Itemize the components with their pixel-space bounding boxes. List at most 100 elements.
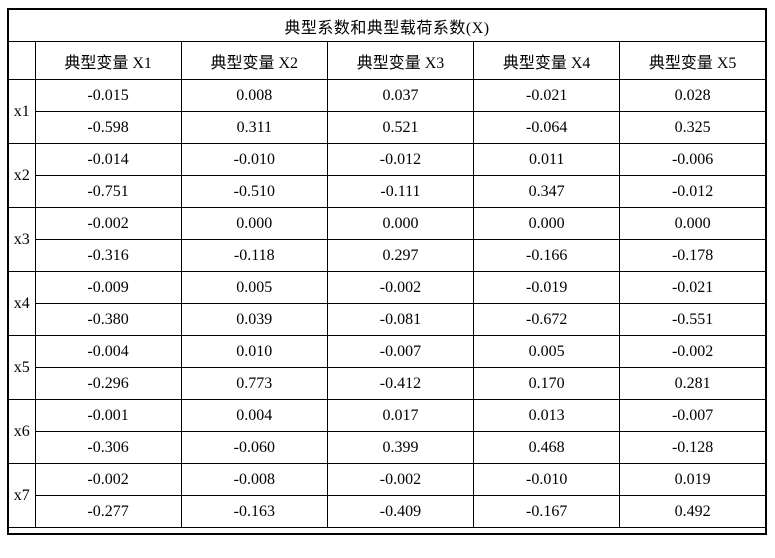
cell: -0.064 <box>473 111 621 144</box>
cell: 0.037 <box>326 79 475 112</box>
cell: 0.000 <box>326 207 475 240</box>
row-label-x4: x4 <box>7 271 36 336</box>
cell: -0.060 <box>180 431 328 464</box>
title-row: 典型系数和典型载荷系数(X) <box>7 8 767 42</box>
cell: -0.007 <box>326 335 475 368</box>
canonical-coefficients-table: 典型系数和典型载荷系数(X) 典型变量 X1 典型变量 X2 典型变量 X3 典… <box>7 8 767 535</box>
cell: -0.014 <box>34 143 182 176</box>
table-title: 典型系数和典型载荷系数(X) <box>7 8 767 42</box>
table-bottom-spacer <box>8 527 766 534</box>
cell: -0.166 <box>473 239 621 272</box>
cell: -0.081 <box>326 303 475 336</box>
column-header-x5: 典型变量 X5 <box>619 41 767 80</box>
row-label-x2: x2 <box>7 143 36 208</box>
cell: -0.510 <box>180 175 328 208</box>
cell: 0.008 <box>180 79 328 112</box>
cell: -0.598 <box>34 111 182 144</box>
cell: 0.010 <box>180 335 328 368</box>
cell: 0.311 <box>180 111 328 144</box>
cell: -0.412 <box>326 367 475 400</box>
cell: 0.017 <box>326 399 475 432</box>
cell: 0.000 <box>473 207 621 240</box>
row-label-x3: x3 <box>7 207 36 272</box>
cell: -0.021 <box>619 271 767 304</box>
corner-cell <box>7 41 36 80</box>
cell: -0.006 <box>619 143 767 176</box>
cell: -0.002 <box>34 207 182 240</box>
cell: -0.019 <box>473 271 621 304</box>
cell: -0.007 <box>619 399 767 432</box>
cell: -0.672 <box>473 303 621 336</box>
row-label-x7: x7 <box>7 463 36 528</box>
cell: -0.010 <box>180 143 328 176</box>
table-row: x6 -0.001 0.004 0.017 0.013 -0.007 <box>7 399 767 464</box>
cell: 0.521 <box>326 111 475 144</box>
cell: 0.005 <box>473 335 621 368</box>
cell: -0.015 <box>34 79 182 112</box>
table-row: -0.277 -0.163 -0.409 -0.167 0.492 <box>8 495 767 528</box>
cell: 0.170 <box>473 367 621 400</box>
header-row: 典型变量 X1 典型变量 X2 典型变量 X3 典型变量 X4 典型变量 X5 <box>7 41 767 80</box>
cell: -0.167 <box>473 495 621 528</box>
cell: -0.551 <box>619 303 767 336</box>
cell: 0.005 <box>180 271 328 304</box>
cell: -0.004 <box>34 335 182 368</box>
cell: -0.128 <box>619 431 767 464</box>
table-container: 典型系数和典型载荷系数(X) 典型变量 X1 典型变量 X2 典型变量 X3 典… <box>7 8 767 535</box>
column-header-x2: 典型变量 X2 <box>180 41 328 80</box>
cell: 0.773 <box>180 367 328 400</box>
row-label-x1: x1 <box>7 79 36 144</box>
cell: -0.002 <box>34 463 182 496</box>
cell: 0.297 <box>326 239 475 272</box>
cell: 0.028 <box>619 79 767 112</box>
table-row: x7 -0.002 -0.008 -0.002 -0.010 0.019 <box>7 463 767 528</box>
table-row: x1 -0.015 0.008 0.037 -0.021 0.028 <box>7 79 767 144</box>
cell: -0.008 <box>180 463 328 496</box>
cell: -0.012 <box>326 143 475 176</box>
cell: 0.019 <box>619 463 767 496</box>
cell: 0.011 <box>473 143 621 176</box>
table-row: x2 -0.014 -0.010 -0.012 0.011 -0.006 <box>7 143 767 208</box>
cell: -0.178 <box>619 239 767 272</box>
spacer-cell <box>8 527 766 534</box>
cell: 0.039 <box>180 303 328 336</box>
cell: 0.492 <box>619 495 767 528</box>
cell: -0.380 <box>34 303 182 336</box>
cell: -0.118 <box>180 239 328 272</box>
cell: -0.021 <box>473 79 621 112</box>
table-row: -0.380 0.039 -0.081 -0.672 -0.551 <box>8 303 767 336</box>
cell: 0.468 <box>473 431 621 464</box>
table-row: -0.316 -0.118 0.297 -0.166 -0.178 <box>8 239 767 272</box>
cell: -0.296 <box>34 367 182 400</box>
cell: -0.012 <box>619 175 767 208</box>
cell: -0.409 <box>326 495 475 528</box>
cell: -0.316 <box>34 239 182 272</box>
column-header-x1: 典型变量 X1 <box>34 41 182 80</box>
column-header-x3: 典型变量 X3 <box>326 41 475 80</box>
cell: 0.004 <box>180 399 328 432</box>
cell: -0.001 <box>34 399 182 432</box>
cell: 0.399 <box>326 431 475 464</box>
cell: 0.325 <box>619 111 767 144</box>
table-row: x3 -0.002 0.000 0.000 0.000 0.000 <box>7 207 767 272</box>
row-label-x5: x5 <box>7 335 36 400</box>
cell: -0.009 <box>34 271 182 304</box>
table-row: x5 -0.004 0.010 -0.007 0.005 -0.002 <box>7 335 767 400</box>
row-label-x6: x6 <box>7 399 36 464</box>
cell: 0.000 <box>180 207 328 240</box>
table-row: -0.598 0.311 0.521 -0.064 0.325 <box>8 111 767 144</box>
cell: -0.277 <box>34 495 182 528</box>
cell: 0.281 <box>619 367 767 400</box>
cell: -0.306 <box>34 431 182 464</box>
table-row: -0.751 -0.510 -0.111 0.347 -0.012 <box>8 175 767 208</box>
cell: -0.002 <box>619 335 767 368</box>
cell: 0.000 <box>619 207 767 240</box>
cell: -0.002 <box>326 271 475 304</box>
table-row: x4 -0.009 0.005 -0.002 -0.019 -0.021 <box>7 271 767 336</box>
cell: -0.010 <box>473 463 621 496</box>
cell: -0.002 <box>326 463 475 496</box>
cell: -0.163 <box>180 495 328 528</box>
cell: 0.013 <box>473 399 621 432</box>
table-row: -0.296 0.773 -0.412 0.170 0.281 <box>8 367 767 400</box>
column-header-x4: 典型变量 X4 <box>473 41 621 80</box>
